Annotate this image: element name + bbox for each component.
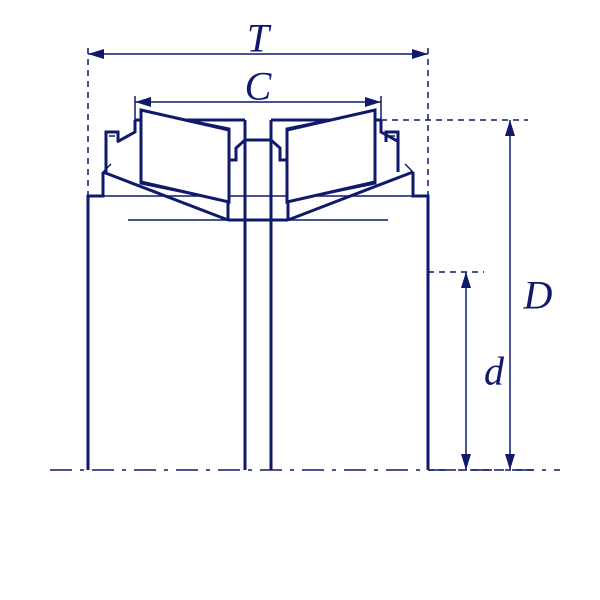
label-T: T: [247, 15, 269, 62]
label-d: d: [484, 348, 504, 395]
label-D: D: [524, 272, 553, 319]
label-C: C: [245, 63, 272, 110]
